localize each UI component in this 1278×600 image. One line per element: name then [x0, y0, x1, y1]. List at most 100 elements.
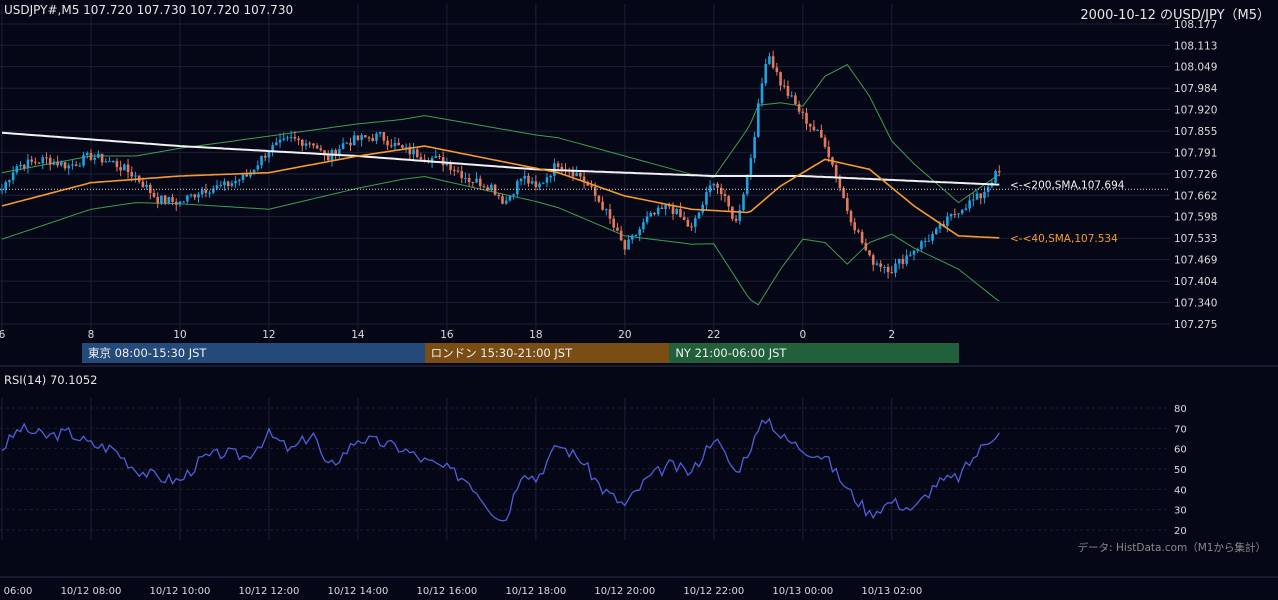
price-tick-label: 107.275 [1174, 319, 1217, 331]
candle-body [731, 206, 734, 219]
candle-body [200, 189, 204, 195]
candle-body [434, 156, 438, 158]
candle-body [660, 207, 664, 210]
candle-body [438, 156, 441, 158]
candle-body [256, 165, 260, 170]
time-tick-label: 22 [707, 329, 720, 341]
candle-body [237, 179, 241, 182]
price-tick-label: 108.177 [1174, 19, 1217, 31]
candle-body [482, 186, 486, 188]
candle-body [634, 235, 638, 237]
candle-body [571, 171, 575, 177]
candle-body [786, 86, 790, 96]
candle-body [642, 222, 645, 230]
candle-body [979, 193, 983, 199]
candle-body [171, 197, 174, 202]
candle-body [593, 186, 597, 196]
candle-body [97, 153, 100, 158]
candle-body [916, 249, 920, 251]
candle-body [845, 198, 849, 211]
candle-body [679, 208, 682, 218]
candle-body [705, 192, 708, 205]
time-tick-label: 20 [618, 329, 631, 341]
candle-body [541, 182, 545, 184]
candle-body [530, 181, 534, 184]
candle-body [74, 164, 78, 166]
candle-body [223, 181, 226, 186]
candle-body [790, 95, 793, 97]
candle-body [912, 250, 916, 255]
price-tick-label: 107.855 [1174, 126, 1217, 138]
candle-body [464, 177, 467, 179]
candle-body [130, 172, 134, 177]
candle-body [267, 151, 271, 158]
candle-body [412, 149, 415, 155]
candle-body [249, 172, 252, 177]
candle-body [997, 171, 1001, 173]
candle-body [864, 242, 868, 251]
candle-body [478, 178, 482, 187]
bollinger-lower-band [1, 175, 1000, 306]
time-tick-label: 10 [173, 329, 186, 341]
candle-body [701, 204, 704, 213]
candle-body [34, 161, 37, 163]
candle-body [719, 187, 723, 195]
candle-body [37, 162, 41, 164]
candle-body [286, 137, 289, 139]
candle-body [345, 142, 349, 144]
candle-body [519, 178, 523, 182]
candle-body [449, 162, 452, 170]
candle-body [671, 206, 675, 215]
candle-body [549, 175, 552, 178]
candle-body [853, 222, 857, 231]
candle-body [879, 263, 882, 267]
source-note: データ: HistData.com（M1から集計） [1077, 542, 1266, 554]
candle-body [467, 177, 471, 183]
candle-body [297, 138, 300, 140]
candle-body [19, 164, 22, 167]
candle-body [972, 199, 975, 201]
candle-body [801, 111, 805, 113]
time-axis-label: 10/12 14:00 [327, 586, 388, 597]
candle-body [490, 184, 493, 190]
candle-body [315, 145, 319, 149]
time-axis-label: 10/12 06:00 [0, 586, 32, 597]
candle-body [668, 204, 671, 207]
candle-body [104, 161, 108, 163]
candle-body [623, 240, 627, 250]
candle-body [419, 157, 423, 160]
candle-body [404, 146, 408, 148]
candle-body [100, 153, 104, 163]
candle-body [393, 142, 397, 147]
rsi-tick-label: 30 [1174, 506, 1187, 517]
time-tick-label: 16 [440, 329, 454, 341]
candle-body [812, 126, 816, 131]
candle-body [312, 143, 315, 146]
candle-body [901, 258, 905, 264]
candle-body [234, 181, 237, 184]
candle-body [986, 186, 990, 192]
candle-body [11, 172, 15, 181]
candle-body [794, 95, 797, 105]
candle-body [527, 175, 530, 184]
candle-body [894, 263, 897, 273]
candle-body [923, 240, 927, 242]
candle-body [957, 213, 960, 215]
candle-body [230, 183, 234, 187]
candle-body [375, 133, 378, 141]
candle-body [356, 135, 360, 140]
candle-body [619, 230, 623, 241]
candle-body [204, 189, 208, 193]
candle-body [289, 136, 293, 138]
candle-body [460, 171, 464, 179]
candle-body [723, 194, 727, 197]
candle-body [367, 137, 371, 139]
candle-body [927, 240, 931, 242]
sma-annotation: <-<200,SMA,107.694 [1010, 180, 1125, 192]
candle-body [675, 208, 679, 215]
candle-body [349, 142, 352, 146]
candle-body [215, 185, 219, 189]
candle-body [653, 212, 656, 215]
